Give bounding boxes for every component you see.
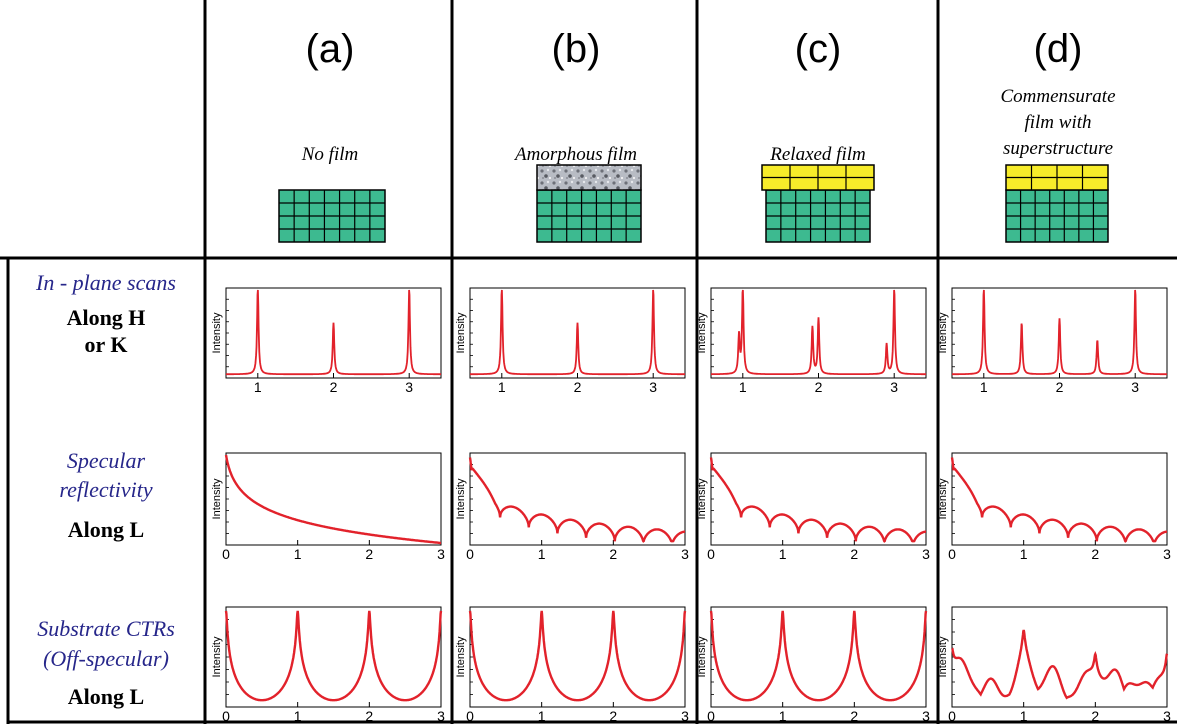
row-direction: Along H [67, 305, 146, 330]
x-tick-label: 2 [850, 708, 858, 724]
row-direction: Along L [68, 684, 144, 709]
x-tick-label: 2 [1091, 546, 1099, 562]
row-title: Specular [67, 448, 146, 473]
x-tick-label: 1 [498, 379, 506, 395]
x-tick-label: 3 [437, 708, 445, 724]
y-axis-label: Intensity [696, 478, 708, 519]
x-tick-label: 1 [779, 708, 787, 724]
row-title: (Off-specular) [43, 646, 169, 671]
x-tick-label: 2 [815, 379, 823, 395]
y-axis-label: Intensity [211, 312, 223, 353]
row-title: Substrate CTRs [37, 616, 175, 641]
intensity-curve [468, 610, 687, 702]
column-caption: Amorphous film [513, 144, 637, 165]
intensity-curve [950, 457, 1167, 543]
x-tick-label: 3 [890, 379, 898, 395]
column-caption: No film [301, 144, 358, 165]
intensity-curve [709, 457, 926, 543]
y-axis-label: Intensity [455, 636, 467, 677]
plot-frame [710, 606, 927, 708]
x-tick-label: 1 [254, 379, 262, 395]
y-axis-label: Intensity [937, 636, 949, 677]
column-label: (c) [795, 27, 842, 71]
intensity-curve [711, 289, 926, 376]
x-tick-label: 0 [222, 708, 230, 724]
x-tick-label: 3 [649, 379, 657, 395]
x-tick-label: 3 [1163, 708, 1171, 724]
x-tick-label: 3 [1163, 546, 1171, 562]
x-tick-label: 2 [850, 546, 858, 562]
x-tick-label: 1 [980, 379, 988, 395]
row-direction: Along L [68, 517, 144, 542]
intensity-curve [226, 289, 441, 376]
y-axis-label: Intensity [455, 478, 467, 519]
row-direction: or K [85, 332, 128, 357]
x-tick-label: 1 [538, 708, 546, 724]
x-tick-label: 1 [1020, 708, 1028, 724]
x-tick-label: 3 [922, 546, 930, 562]
row-title: reflectivity [59, 477, 152, 502]
y-axis-label: Intensity [937, 312, 949, 353]
intensity-curve [468, 457, 685, 543]
x-tick-label: 3 [437, 546, 445, 562]
x-tick-label: 1 [779, 546, 787, 562]
x-tick-label: 0 [707, 708, 715, 724]
intensity-curve [709, 610, 928, 702]
x-tick-label: 1 [538, 546, 546, 562]
x-tick-label: 2 [1091, 708, 1099, 724]
x-tick-label: 1 [1020, 546, 1028, 562]
y-axis-label: Intensity [211, 636, 223, 677]
y-axis-label: Intensity [211, 478, 223, 519]
amorphous-film [536, 164, 642, 191]
x-tick-label: 3 [681, 708, 689, 724]
plot-frame [951, 606, 1168, 708]
x-tick-label: 0 [707, 546, 715, 562]
row-title: In - plane scans [35, 270, 176, 295]
y-axis-label: Intensity [696, 636, 708, 677]
column-caption: Relaxed film [769, 144, 866, 165]
plot-frame [225, 452, 442, 546]
y-axis-label: Intensity [696, 312, 708, 353]
x-tick-label: 2 [609, 546, 617, 562]
intensity-curve [224, 454, 441, 545]
column-label: (a) [306, 27, 355, 71]
x-tick-label: 0 [466, 708, 474, 724]
x-tick-label: 2 [609, 708, 617, 724]
x-tick-label: 2 [1056, 379, 1064, 395]
column-label: (d) [1034, 27, 1083, 71]
x-tick-label: 2 [330, 379, 338, 395]
structures [278, 164, 1109, 243]
plot-frame [225, 606, 442, 708]
x-tick-label: 0 [948, 546, 956, 562]
x-tick-label: 0 [222, 546, 230, 562]
y-axis-label: Intensity [455, 312, 467, 353]
x-tick-label: 1 [294, 708, 302, 724]
x-tick-label: 2 [574, 379, 582, 395]
x-tick-label: 3 [405, 379, 413, 395]
x-tick-label: 2 [365, 546, 373, 562]
x-tick-label: 3 [1131, 379, 1139, 395]
x-tick-label: 0 [466, 546, 474, 562]
column-caption: Commensurate [1000, 86, 1115, 107]
x-tick-label: 0 [948, 708, 956, 724]
x-tick-label: 1 [739, 379, 747, 395]
intensity-curve [470, 289, 685, 376]
intensity-curve [952, 289, 1167, 376]
column-label: (b) [552, 27, 601, 71]
plot-frame [469, 606, 686, 708]
intensity-curve [224, 610, 443, 702]
column-caption: film with [1024, 112, 1091, 133]
x-tick-label: 1 [294, 546, 302, 562]
x-tick-label: 3 [681, 546, 689, 562]
column-caption: superstructure [1003, 138, 1113, 159]
x-tick-label: 3 [922, 708, 930, 724]
intensity-curve [951, 629, 1169, 700]
x-tick-label: 2 [365, 708, 373, 724]
y-axis-label: Intensity [937, 478, 949, 519]
